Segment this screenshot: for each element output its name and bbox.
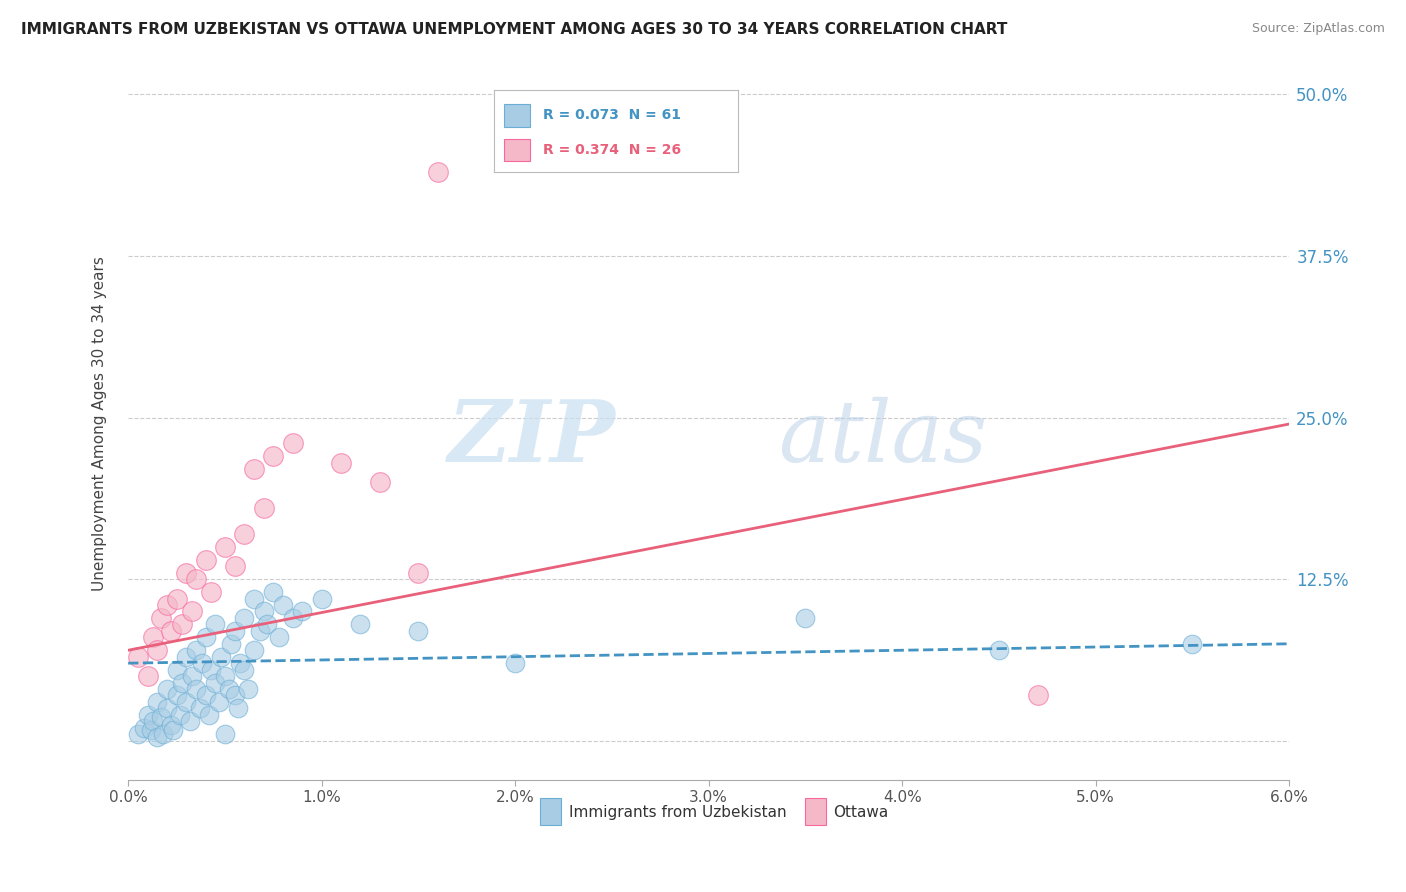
Point xyxy=(214,727,236,741)
Point xyxy=(209,649,232,664)
Point xyxy=(156,681,179,696)
Point xyxy=(252,605,274,619)
Point xyxy=(233,663,256,677)
Point xyxy=(172,617,194,632)
Point xyxy=(166,591,188,606)
Point xyxy=(1026,689,1049,703)
Point xyxy=(174,649,197,664)
Point xyxy=(142,714,165,729)
Point xyxy=(136,669,159,683)
Text: Source: ZipAtlas.com: Source: ZipAtlas.com xyxy=(1251,22,1385,36)
Point xyxy=(174,695,197,709)
Point xyxy=(236,681,259,696)
Point xyxy=(127,649,149,664)
Text: ZIP: ZIP xyxy=(449,396,616,480)
Point xyxy=(184,643,207,657)
Text: IMMIGRANTS FROM UZBEKISTAN VS OTTAWA UNEMPLOYMENT AMONG AGES 30 TO 34 YEARS CORR: IMMIGRANTS FROM UZBEKISTAN VS OTTAWA UNE… xyxy=(21,22,1008,37)
Text: Immigrants from Uzbekistan: Immigrants from Uzbekistan xyxy=(569,805,787,821)
Point xyxy=(127,727,149,741)
Point xyxy=(311,591,333,606)
Point xyxy=(269,630,291,644)
Point xyxy=(252,501,274,516)
Point xyxy=(233,527,256,541)
Point xyxy=(426,165,449,179)
Point xyxy=(174,566,197,580)
Point xyxy=(150,710,173,724)
Point xyxy=(233,611,256,625)
Point xyxy=(219,637,242,651)
Point xyxy=(214,540,236,554)
Point xyxy=(166,663,188,677)
Point xyxy=(224,559,246,574)
Point xyxy=(224,689,246,703)
Point xyxy=(262,450,284,464)
Point xyxy=(136,707,159,722)
Point xyxy=(142,630,165,644)
Point xyxy=(194,553,217,567)
Point xyxy=(228,701,250,715)
Point xyxy=(208,695,231,709)
Text: atlas: atlas xyxy=(779,397,987,480)
Point xyxy=(503,656,526,670)
Point xyxy=(146,643,169,657)
Point xyxy=(200,585,222,599)
Point xyxy=(181,605,204,619)
Point xyxy=(184,681,207,696)
Point xyxy=(204,617,226,632)
Point xyxy=(190,656,212,670)
Point xyxy=(794,611,817,625)
Point xyxy=(408,566,430,580)
Point xyxy=(198,707,221,722)
Point xyxy=(349,617,371,632)
FancyBboxPatch shape xyxy=(806,798,825,825)
Point xyxy=(271,598,294,612)
Point xyxy=(132,721,155,735)
Text: Ottawa: Ottawa xyxy=(832,805,889,821)
Point xyxy=(408,624,430,638)
Point xyxy=(218,681,240,696)
Point xyxy=(256,617,278,632)
Point xyxy=(291,605,314,619)
Point xyxy=(169,707,191,722)
Point xyxy=(146,730,169,744)
Point xyxy=(262,585,284,599)
Point xyxy=(281,436,304,450)
Point xyxy=(172,675,194,690)
Point xyxy=(162,723,184,738)
Point xyxy=(159,718,181,732)
Point xyxy=(243,643,266,657)
Point xyxy=(243,462,266,476)
Point xyxy=(156,701,179,715)
Point xyxy=(146,695,169,709)
FancyBboxPatch shape xyxy=(540,798,561,825)
Point xyxy=(330,456,353,470)
Point xyxy=(194,689,217,703)
Point xyxy=(152,727,174,741)
Point xyxy=(224,624,246,638)
Point xyxy=(368,475,391,490)
Point xyxy=(204,675,226,690)
Point xyxy=(194,630,217,644)
Point xyxy=(1181,637,1204,651)
Point xyxy=(184,572,207,586)
Point xyxy=(281,611,304,625)
Point xyxy=(988,643,1011,657)
Point xyxy=(249,624,271,638)
Point xyxy=(179,714,201,729)
Point xyxy=(200,663,222,677)
Point xyxy=(229,656,252,670)
Point xyxy=(181,669,204,683)
Point xyxy=(166,689,188,703)
Y-axis label: Unemployment Among Ages 30 to 34 years: Unemployment Among Ages 30 to 34 years xyxy=(93,257,107,591)
Point xyxy=(214,669,236,683)
Point xyxy=(150,611,173,625)
Point xyxy=(243,591,266,606)
Point xyxy=(159,624,181,638)
Point xyxy=(156,598,179,612)
Point xyxy=(141,723,163,738)
Point xyxy=(188,701,211,715)
